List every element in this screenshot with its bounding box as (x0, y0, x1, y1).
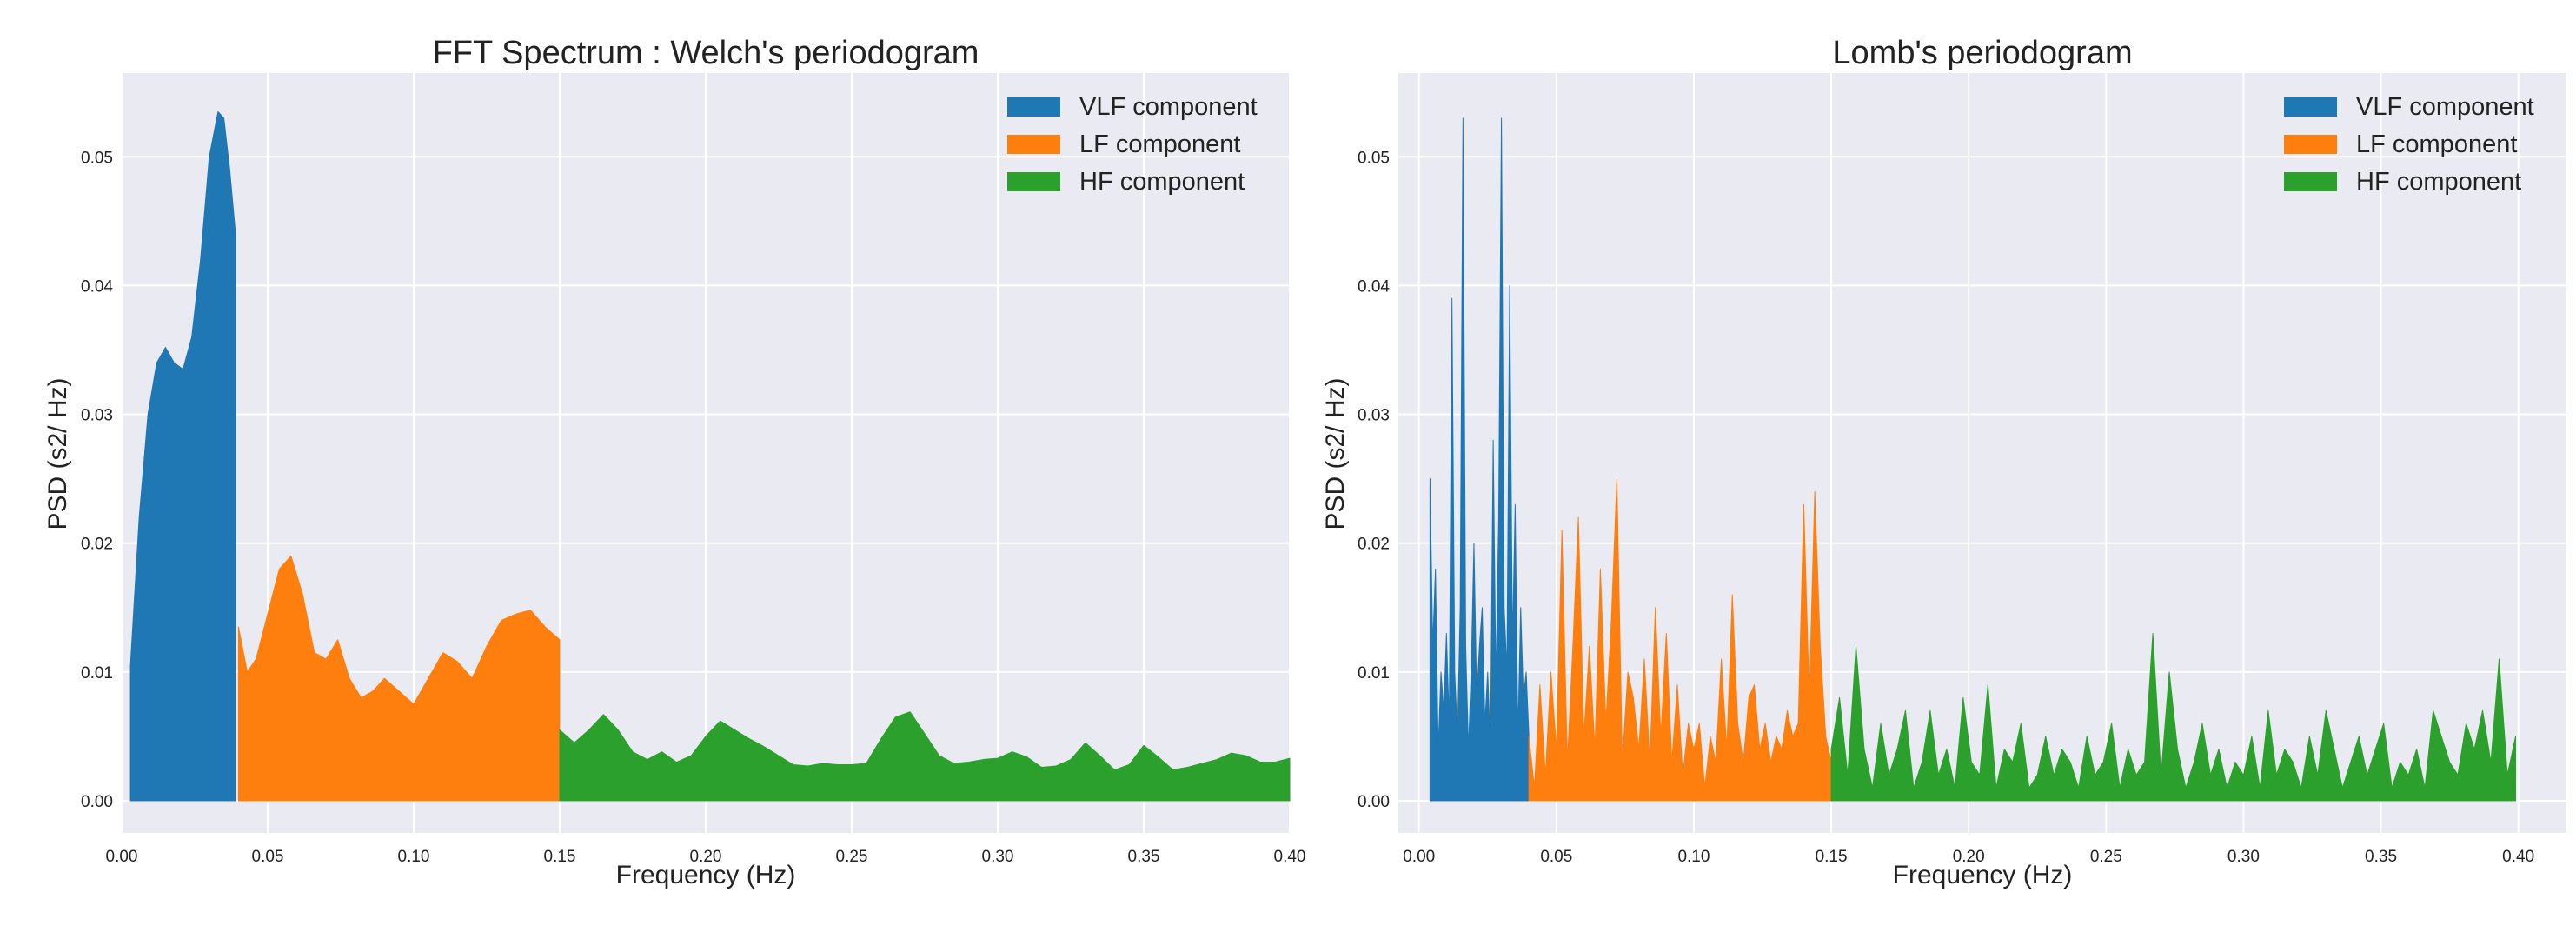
lomb-x-tick-label: 0.35 (2365, 848, 2397, 866)
lomb-area-hf (1830, 632, 2516, 802)
welch-y-ticks: 0.00 0.01 0.02 0.03 0.04 0.05 (81, 149, 113, 811)
welch-y-tick-label: 0.00 (81, 793, 113, 811)
welch-x-ticks: 0.00 0.05 0.10 0.15 0.20 0.25 0.30 0.35 0.40 (106, 848, 1306, 866)
legend-label-lf: LF component (2356, 130, 2517, 158)
legend-swatch-lf (2284, 135, 2337, 154)
lomb-y-tick-label: 0.04 (1358, 277, 1390, 296)
welch-x-tick-label: 0.15 (544, 848, 576, 866)
lomb-x-tick-label: 0.20 (1953, 848, 1985, 866)
welch-y-tick-label: 0.01 (81, 664, 113, 683)
legend-swatch-vlf (2284, 97, 2337, 117)
legend-label-hf: HF component (2356, 168, 2521, 196)
lomb-x-tick-label: 0.30 (2227, 848, 2260, 866)
lomb-x-tick-label: 0.10 (1677, 848, 1710, 866)
legend-swatch-vlf (1007, 97, 1060, 117)
welch-legend: VLF component LF component HF component (1007, 93, 1258, 196)
lomb-x-tick-label: 0.25 (2090, 848, 2122, 866)
welch-x-tick-label: 0.20 (690, 848, 722, 866)
welch-x-tick-label: 0.00 (106, 848, 138, 866)
lomb-x-tick-label: 0.05 (1540, 848, 1572, 866)
welch-x-tick-label: 0.40 (1274, 848, 1306, 866)
welch-y-axis-label: PSD (s2/ Hz) (43, 377, 72, 530)
lomb-y-tick-label: 0.00 (1358, 793, 1390, 811)
legend-label-vlf: VLF component (1079, 93, 1258, 121)
lomb-x-tick-label: 0.15 (1816, 848, 1848, 866)
welch-y-tick-label: 0.05 (81, 149, 113, 167)
welch-x-axis-label: Frequency (Hz) (616, 861, 796, 889)
lomb-y-axis-label: PSD (s2/ Hz) (1321, 377, 1350, 530)
welch-areas (129, 110, 1291, 802)
legend-swatch-lf (1007, 135, 1060, 154)
lomb-legend: VLF component LF component HF component (2284, 93, 2534, 196)
lomb-x-tick-label: 0.40 (2502, 848, 2534, 866)
lomb-plot-area (1398, 73, 2566, 833)
lomb-y-tick-label: 0.02 (1358, 536, 1390, 554)
lomb-x-axis-label: Frequency (Hz) (1893, 861, 2073, 889)
lomb-chart-title: Lomb's periodogram (1832, 35, 2132, 71)
welch-y-tick-label: 0.02 (81, 536, 113, 554)
welch-x-tick-label: 0.30 (982, 848, 1014, 866)
lomb-gridlines (1398, 73, 2566, 833)
legend-label-lf: LF component (1079, 130, 1240, 158)
welch-area-vlf (129, 110, 236, 802)
legend-swatch-hf (2284, 172, 2337, 191)
lomb-x-ticks: 0.00 0.05 0.10 0.15 0.20 0.25 0.30 0.35 0.40 (1403, 848, 2534, 866)
welch-x-tick-label: 0.05 (252, 848, 284, 866)
legend-label-vlf: VLF component (2356, 93, 2534, 121)
welch-chart-title: FFT Spectrum : Welch's periodogram (433, 35, 979, 71)
welch-y-tick-label: 0.04 (81, 277, 113, 296)
welch-x-tick-label: 0.10 (398, 848, 430, 866)
lomb-y-tick-label: 0.05 (1358, 149, 1390, 167)
lomb-x-tick-label: 0.00 (1403, 848, 1435, 866)
welch-chart: 0.00 0.05 0.10 0.15 0.20 0.25 0.30 0.35 0.40 0.0… (43, 35, 1305, 889)
lomb-area-lf (1528, 478, 1832, 802)
lomb-areas (1429, 117, 2516, 802)
legend-label-hf: HF component (1079, 168, 1245, 196)
lomb-y-tick-label: 0.01 (1358, 664, 1390, 683)
welch-y-tick-label: 0.03 (81, 407, 113, 425)
lomb-y-tick-label: 0.03 (1358, 407, 1390, 425)
lomb-area-vlf (1429, 117, 1530, 802)
lomb-y-ticks: 0.00 0.01 0.02 0.03 0.04 0.05 (1358, 149, 1390, 811)
legend-swatch-hf (1007, 172, 1060, 191)
welch-x-tick-label: 0.25 (836, 848, 868, 866)
welch-x-tick-label: 0.35 (1128, 848, 1160, 866)
welch-area-hf (559, 711, 1291, 802)
lomb-chart: 0.00 0.05 0.10 0.15 0.20 0.25 0.30 0.35 0.40 0.0… (1321, 35, 2566, 889)
welch-area-lf (237, 556, 561, 802)
